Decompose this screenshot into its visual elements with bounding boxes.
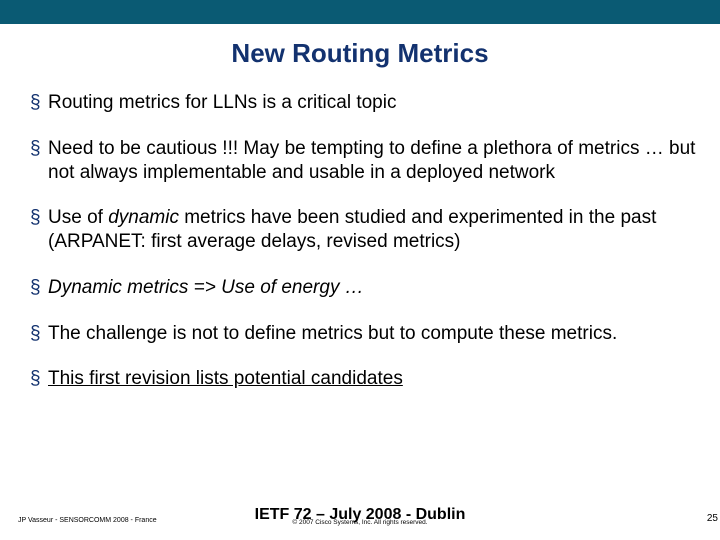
bullet-item: Routing metrics for LLNs is a critical t… — [30, 91, 698, 115]
bullet-text: Need to be cautious !!! May be tempting … — [48, 138, 695, 183]
bullet-item: Need to be cautious !!! May be tempting … — [30, 137, 698, 185]
bullet-text: Dynamic metrics => Use of energy … — [48, 277, 364, 298]
bullet-text: The challenge is not to define metrics b… — [48, 323, 617, 344]
bullet-item: The challenge is not to define metrics b… — [30, 322, 698, 346]
bullet-text: Use of — [48, 207, 108, 228]
slide-content: Routing metrics for LLNs is a critical t… — [0, 91, 720, 391]
footer: JP Vasseur - SENSORCOMM 2008 - France IE… — [0, 496, 720, 526]
bullet-item: Use of dynamic metrics have been studied… — [30, 206, 698, 254]
bullet-item: Dynamic metrics => Use of energy … — [30, 276, 698, 300]
bullet-text: dynamic — [108, 207, 179, 228]
bullet-item: This first revision lists potential cand… — [30, 367, 698, 391]
bullet-text: Routing metrics for LLNs is a critical t… — [48, 92, 396, 113]
bullet-list: Routing metrics for LLNs is a critical t… — [30, 91, 698, 391]
slide-title: New Routing Metrics — [0, 38, 720, 69]
page-number: 25 — [707, 513, 718, 524]
bullet-text: This first revision lists potential cand… — [48, 368, 403, 389]
footer-copyright: © 2007 Cisco Systems, Inc. All rights re… — [0, 519, 720, 526]
top-bar — [0, 0, 720, 24]
